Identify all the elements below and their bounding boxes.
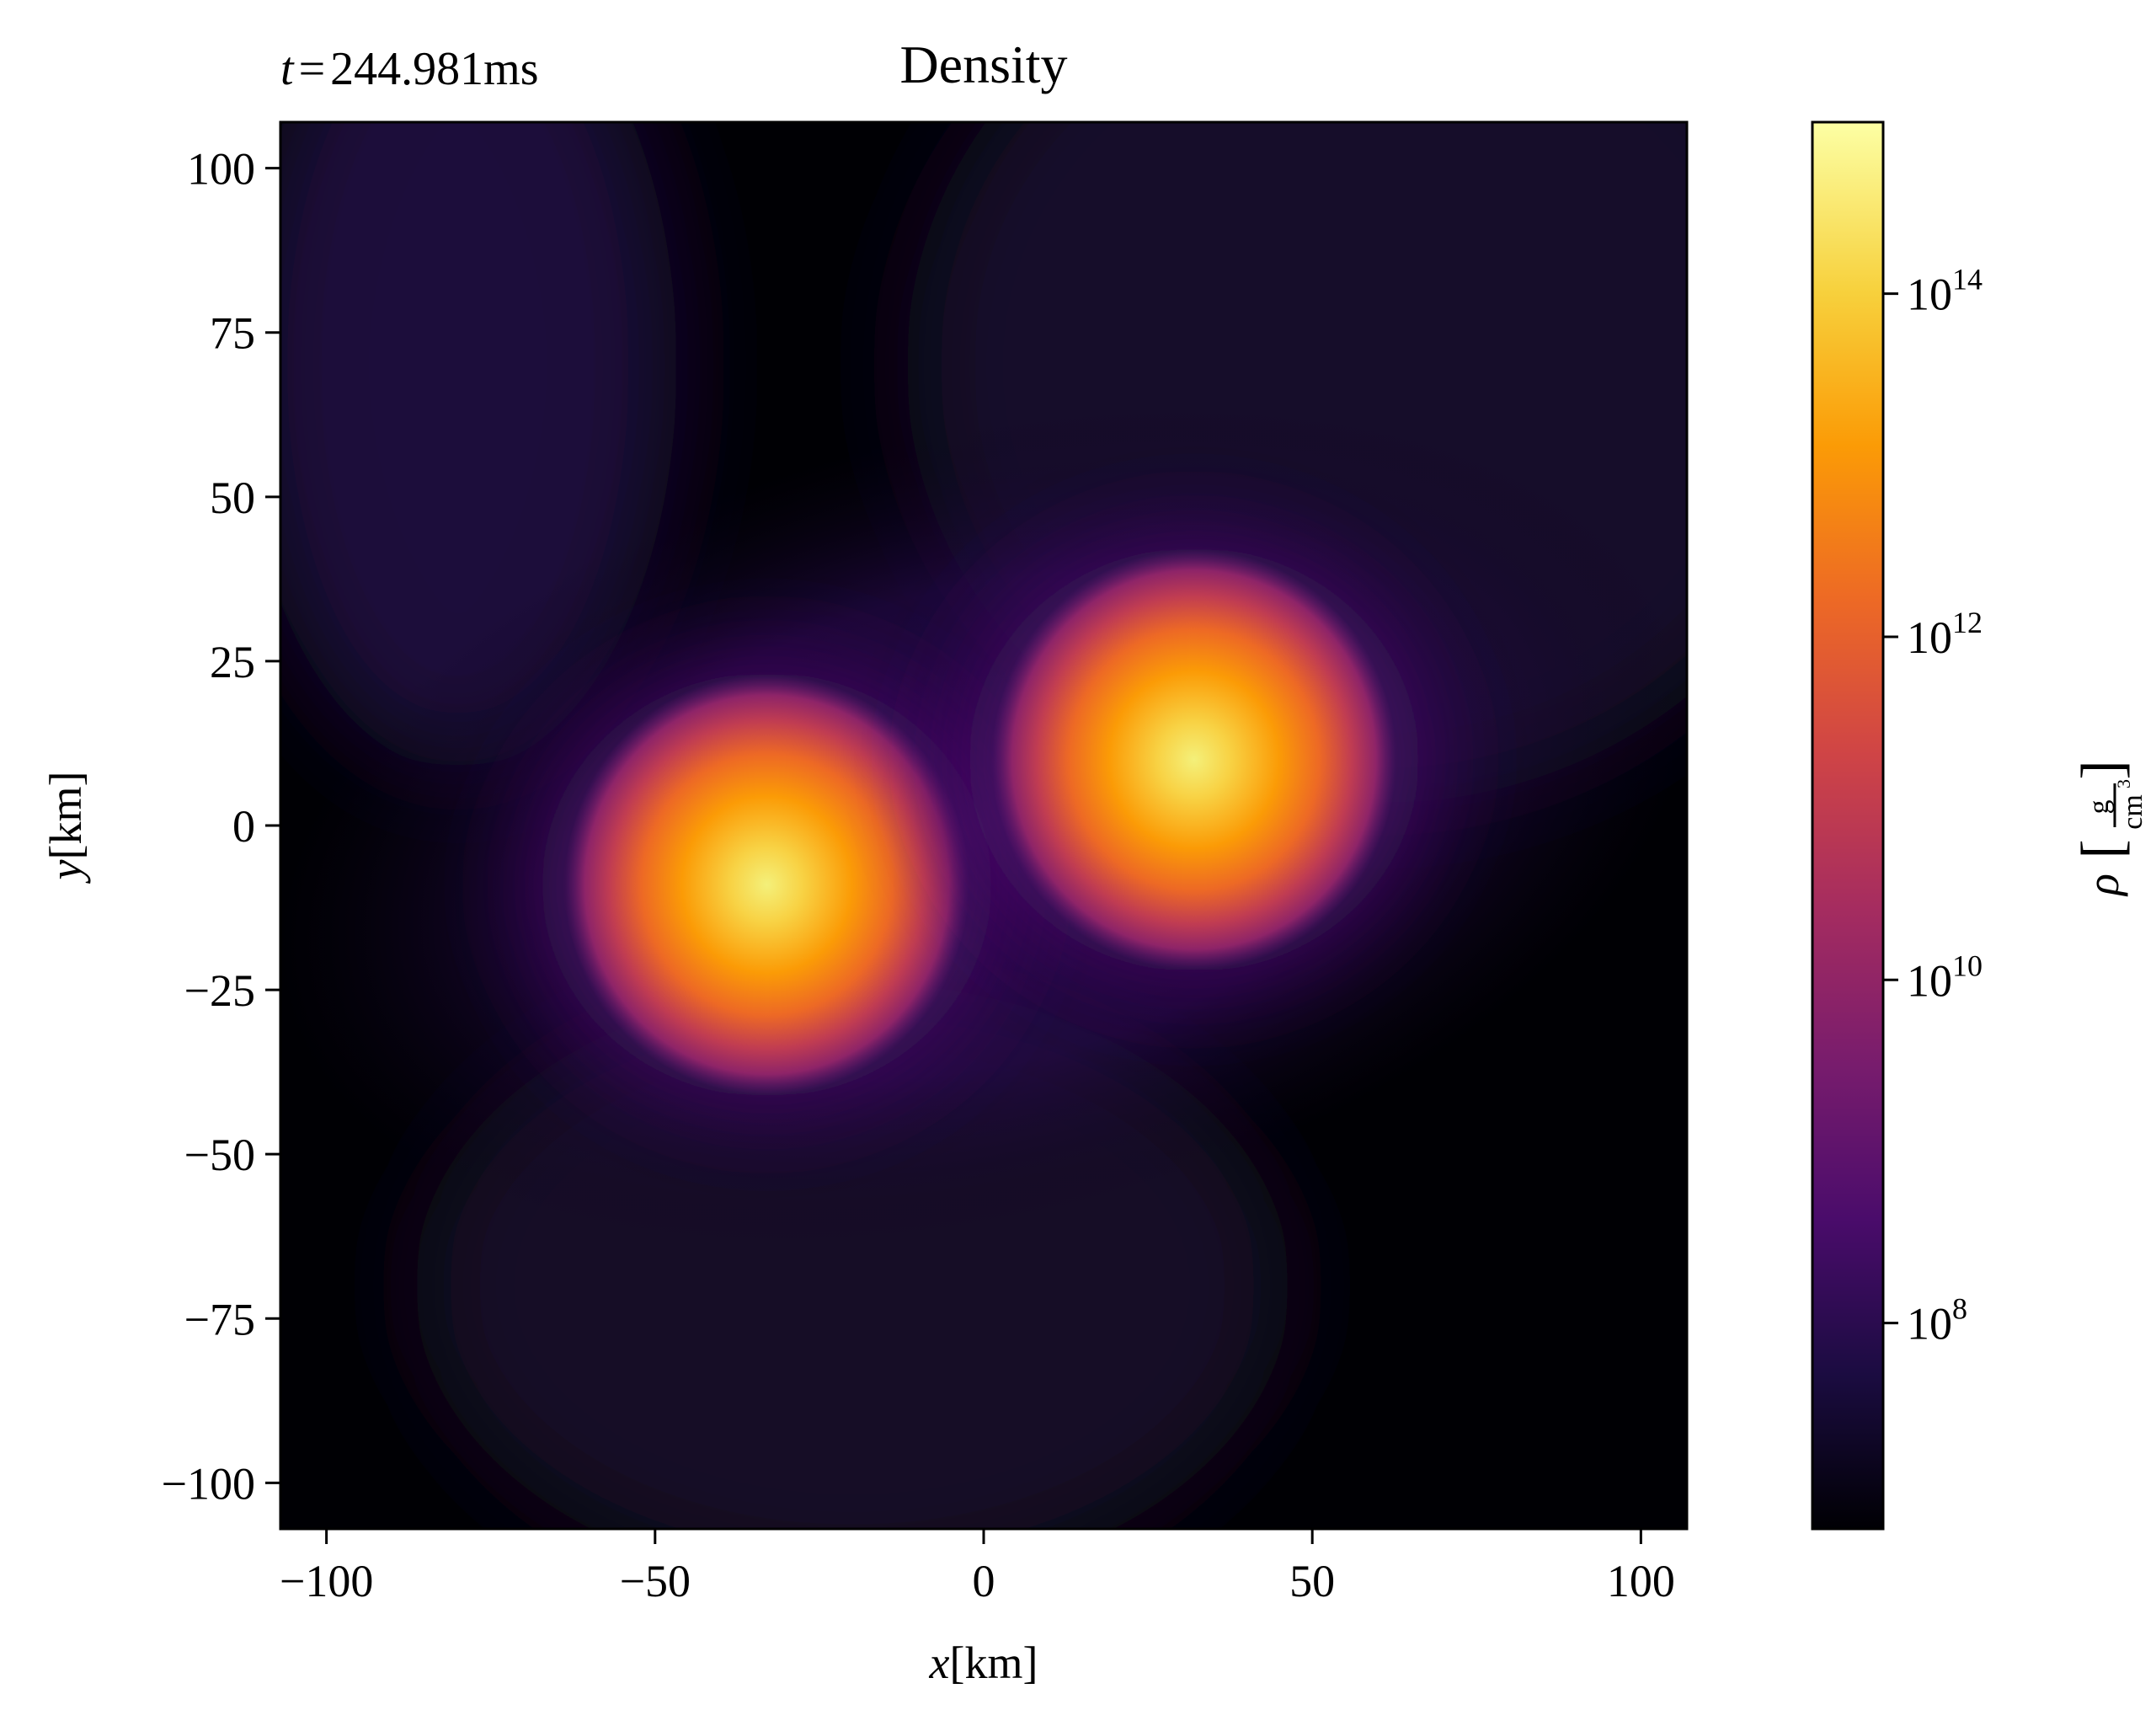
x-tick-label: −100 [280, 1556, 373, 1606]
colorbar-denominator-exp: 3 [2113, 779, 2134, 788]
x-axis-label: x[km] [929, 1638, 1038, 1688]
x-tick-label: 0 [973, 1556, 995, 1606]
right-core-core [991, 548, 1396, 970]
y-tick-label: 75 [210, 308, 255, 359]
y-tick-label: 0 [232, 801, 255, 852]
x-tick-label: 50 [1289, 1556, 1335, 1606]
x-tick-label: 100 [1607, 1556, 1675, 1606]
y-tick-label: 50 [210, 473, 255, 523]
x-axis-ticks: −100 −50 0 50 100 [280, 1529, 1675, 1606]
colorbar-symbol: ρ [2078, 874, 2128, 897]
time-annotation: t = 244.981ms [280, 43, 539, 95]
y-tick-label: −100 [162, 1458, 255, 1509]
colorbar-tick-label: 1014 [1907, 263, 1983, 320]
colorbar-numerator: g [2084, 800, 2115, 815]
y-axis-symbol: y [40, 859, 91, 884]
y-tick-label: 100 [187, 144, 255, 195]
y-tick-label: 25 [210, 637, 255, 687]
y-axis-label: y[km] [40, 772, 91, 884]
y-axis-ticks: −100 −75 −50 −25 0 25 50 75 100 [162, 144, 280, 1509]
density-heatmap [280, 122, 1687, 1529]
y-tick-label: −50 [184, 1130, 255, 1180]
colorbar-ticks: 108 1010 1012 1014 [1883, 263, 1983, 1349]
x-axis-unit: [km] [950, 1638, 1038, 1688]
colorbar-bracket-left: [ [2070, 839, 2135, 858]
time-unit: ms [483, 43, 538, 95]
y-axis-unit: [km] [40, 772, 91, 860]
colorbar-denominator: cm [2117, 794, 2148, 830]
x-axis-symbol: x [929, 1638, 950, 1688]
x-tick-label: −50 [620, 1556, 691, 1606]
colorbar-label: ρ [ g cm 3 ] [2070, 760, 2148, 897]
colorbar-tick-label: 108 [1907, 1292, 1967, 1349]
time-symbol: t [280, 43, 295, 95]
colorbar-tick-label: 1010 [1907, 948, 1983, 1006]
time-value: 244.981 [330, 43, 483, 95]
chart-title: Density [899, 35, 1067, 94]
colorbar [1811, 120, 1885, 1531]
y-tick-label: −25 [184, 965, 255, 1016]
colorbar-tick-label: 1012 [1907, 606, 1983, 663]
time-equals: = [299, 43, 326, 95]
colorbar-bracket-right: ] [2070, 760, 2135, 779]
left-core-core [564, 674, 969, 1096]
y-tick-label: −75 [184, 1294, 255, 1344]
